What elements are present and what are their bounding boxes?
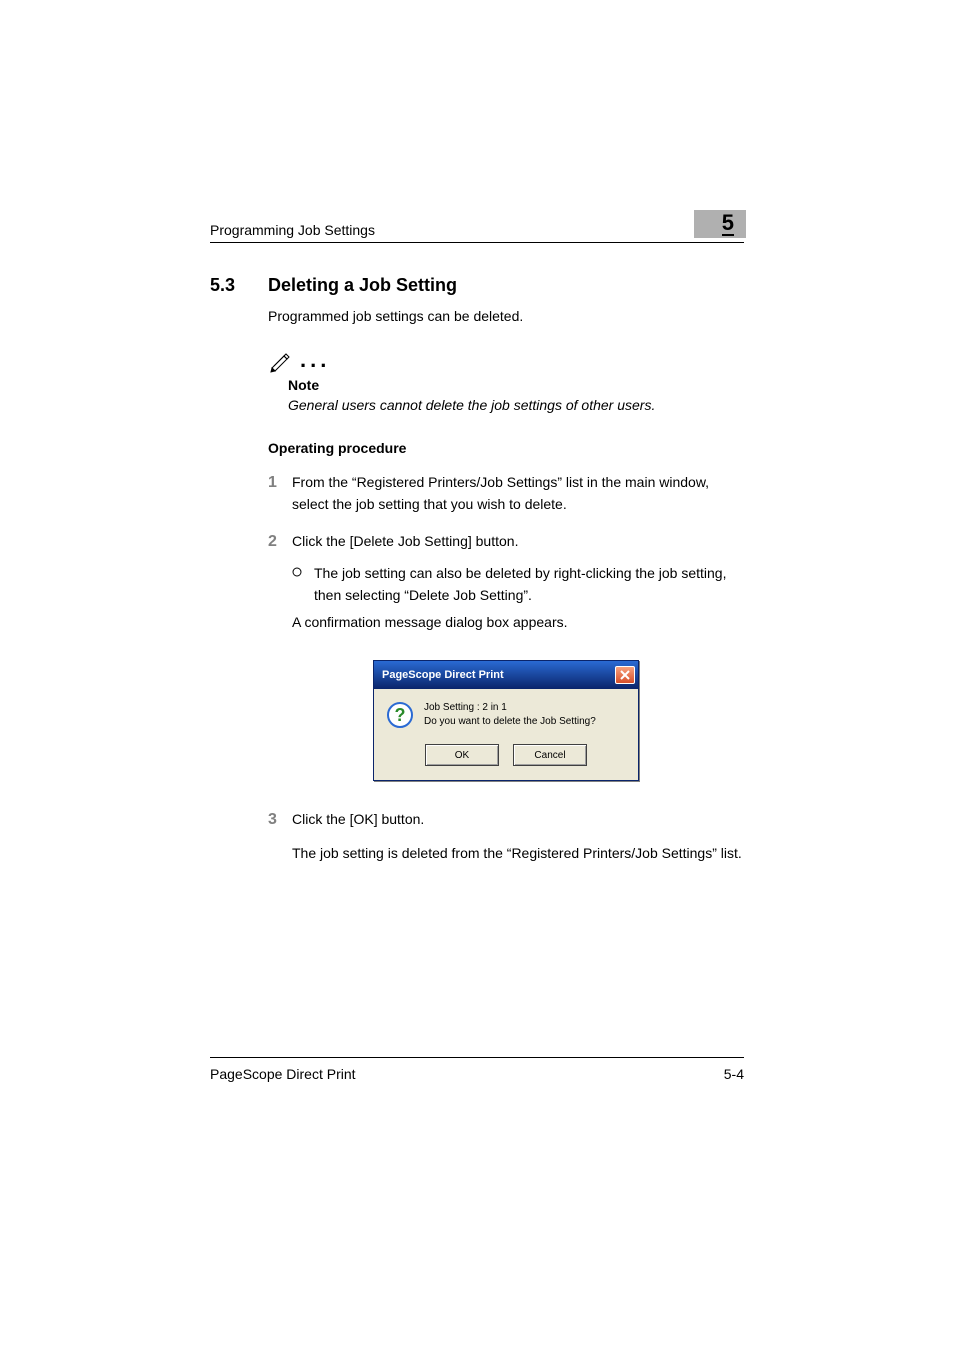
page-footer: PageScope Direct Print 5-4 [210,1057,744,1082]
dialog-button-row: OK Cancel [374,744,638,780]
step: 2 Click the [Delete Job Setting] button.… [268,531,744,634]
step-body: Click the [OK] button. The job setting i… [292,809,742,864]
dialog-message-line2: Do you want to delete the Job Setting? [424,715,596,729]
step-followup: The job setting is deleted from the “Reg… [292,843,742,865]
sub-bullet: The job setting can also be deleted by r… [292,563,744,606]
dialog-body: ? Job Setting : 2 in 1 Do you want to de… [374,689,638,744]
section-number: 5.3 [210,275,268,296]
confirmation-dialog: PageScope Direct Print ? Job Setting : 2… [373,660,639,781]
close-icon[interactable] [615,666,635,684]
cancel-button[interactable]: Cancel [513,744,587,766]
note-ellipsis-icon: ... [300,349,330,375]
step-text: Click the [Delete Job Setting] button. [292,531,744,553]
note-label: Note [288,377,744,393]
procedure-heading: Operating procedure [268,440,744,456]
section-intro: Programmed job settings can be deleted. [268,306,744,327]
section-body: Programmed job settings can be deleted. … [268,306,744,865]
step-after-bullet: A confirmation message dialog box appear… [292,612,744,634]
pencil-icon [268,349,294,375]
footer-page-number: 5-4 [724,1066,744,1082]
dialog-message: Job Setting : 2 in 1 Do you want to dele… [424,701,596,734]
step-number: 2 [268,531,292,634]
step-number: 1 [268,472,292,515]
document-page: Programming Job Settings 5 5.3 Deleting … [0,0,954,1350]
step: 3 Click the [OK] button. The job setting… [268,809,744,864]
chapter-badge: 5 [694,210,746,238]
chapter-number: 5 [722,212,734,236]
bullet-marker-icon [292,563,314,606]
section-heading: 5.3 Deleting a Job Setting [210,275,744,296]
step: 1 From the “Registered Printers/Job Sett… [268,472,744,515]
question-icon: ? [386,701,414,734]
running-header: Programming Job Settings 5 [210,210,744,243]
ok-button[interactable]: OK [425,744,499,766]
sub-bullet-text: The job setting can also be deleted by r… [314,563,744,606]
dialog-message-line1: Job Setting : 2 in 1 [424,701,596,715]
step-text: From the “Registered Printers/Job Settin… [292,472,744,515]
note-icon-row: ... [268,349,744,375]
dialog-titlebar: PageScope Direct Print [374,661,638,689]
section-title: Deleting a Job Setting [268,275,457,296]
step-body: Click the [Delete Job Setting] button. T… [292,531,744,634]
step-text: Click the [OK] button. [292,809,742,831]
dialog-screenshot: PageScope Direct Print ? Job Setting : 2… [268,650,744,809]
footer-product: PageScope Direct Print [210,1066,356,1082]
svg-text:?: ? [395,705,406,725]
dialog-title: PageScope Direct Print [382,669,504,681]
step-number: 3 [268,809,292,864]
note-text: General users cannot delete the job sett… [288,395,744,416]
running-title: Programming Job Settings [210,222,375,238]
